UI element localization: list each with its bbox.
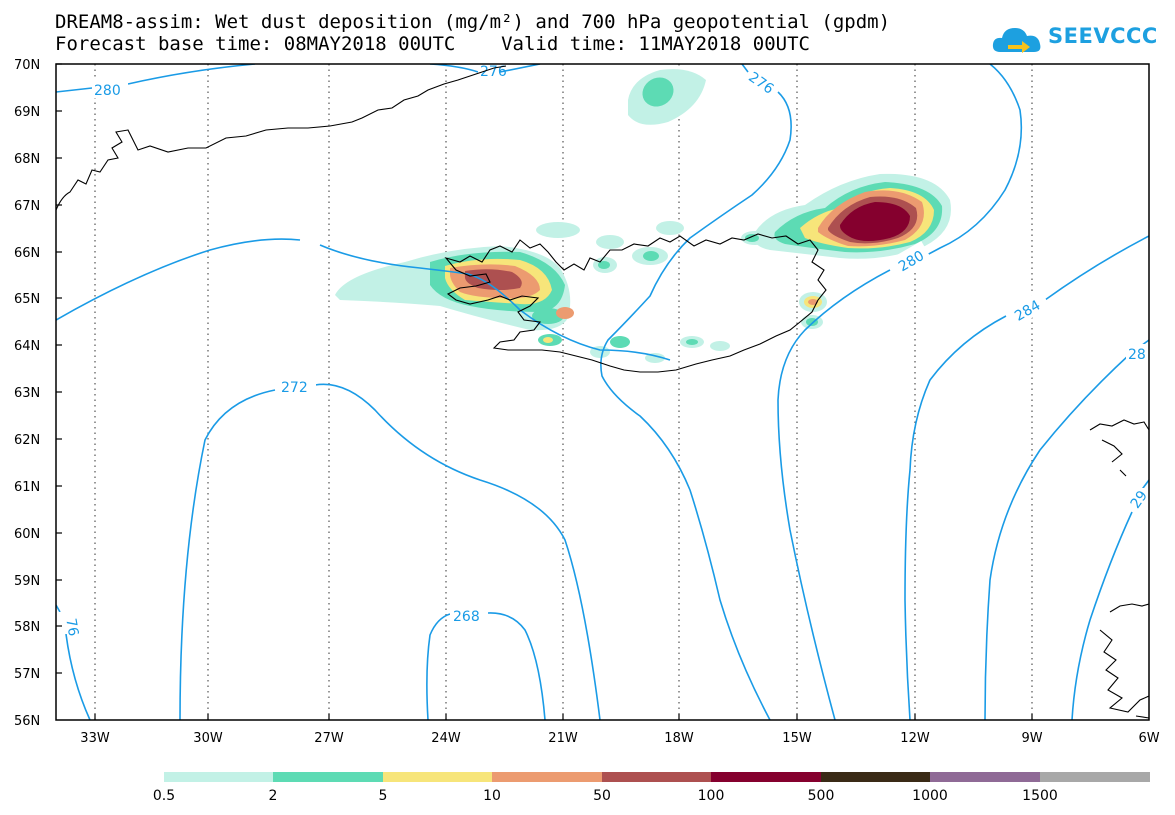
colorbar-swatch <box>273 772 383 782</box>
colorbar-swatch <box>1040 772 1150 782</box>
colorbar-label: 500 <box>808 788 835 804</box>
seevccc-logo: SEEVCCC <box>990 20 1160 60</box>
lon-label: 18W <box>664 731 694 746</box>
lat-label: 63N <box>14 386 40 401</box>
lat-label: 66N <box>14 246 40 261</box>
longitude-labels: 33W 30W 27W 24W 21W 18W 15W 12W 9W 6W <box>80 731 1159 746</box>
lat-label: 65N <box>14 292 40 307</box>
colorbar: 0.5 2 5 10 50 100 500 1000 1500 <box>153 772 1150 804</box>
map-area <box>56 64 1149 720</box>
colorbar-label: 10 <box>483 788 501 804</box>
lat-label: 62N <box>14 433 40 448</box>
lon-label: 30W <box>193 731 223 746</box>
lat-label: 61N <box>14 480 40 495</box>
colorbar-swatch <box>492 772 602 782</box>
cloud-arrow-icon <box>992 28 1041 53</box>
lat-label: 67N <box>14 199 40 214</box>
map-subtitle: Forecast base time: 08MAY2018 00UTC Vali… <box>55 33 810 55</box>
contour-labels: 280 276 276 280 284 28 29 272 268 76 <box>56 62 1151 638</box>
colorbar-label: 0.5 <box>153 788 175 804</box>
contour-label: 268 <box>453 609 480 625</box>
contour-label: 76 <box>62 617 81 637</box>
lon-label: 24W <box>431 731 461 746</box>
lat-label: 68N <box>14 152 40 167</box>
colorbar-swatch <box>930 772 1040 782</box>
colorbar-swatch <box>602 772 712 782</box>
lon-label: 9W <box>1021 731 1042 746</box>
colorbar-label: 1000 <box>912 788 948 804</box>
map-title: DREAM8-assim: Wet dust deposition (mg/m²… <box>55 11 891 33</box>
colorbar-swatch <box>711 772 821 782</box>
lon-label: 27W <box>314 731 344 746</box>
lat-label: 56N <box>14 714 40 729</box>
colorbar-swatch <box>164 772 274 782</box>
lat-label: 59N <box>14 574 40 589</box>
contour-label: 276 <box>480 64 507 80</box>
lat-label: 57N <box>14 667 40 682</box>
lon-label: 21W <box>548 731 578 746</box>
lat-label: 64N <box>14 339 40 354</box>
dust-deposition-shading <box>335 69 951 363</box>
coastlines <box>56 65 1149 719</box>
lon-label: 33W <box>80 731 110 746</box>
colorbar-label: 5 <box>379 788 388 804</box>
geopotential-contours <box>56 64 1149 720</box>
logo-text: SEEVCCC <box>1048 24 1158 48</box>
contour-label: 280 <box>94 83 121 99</box>
latitude-labels: 70N 69N 68N 67N 66N 65N 64N 63N 62N 61N … <box>14 58 40 729</box>
axis-ticks <box>56 63 1033 720</box>
lon-label: 12W <box>900 731 930 746</box>
lat-label: 70N <box>14 58 40 73</box>
lat-label: 58N <box>14 620 40 635</box>
contour-label: 272 <box>281 380 308 396</box>
lon-label: 6W <box>1138 731 1159 746</box>
contour-label: 28 <box>1128 347 1146 363</box>
colorbar-label: 1500 <box>1022 788 1058 804</box>
colorbar-label: 50 <box>593 788 611 804</box>
colorbar-label: 2 <box>269 788 278 804</box>
colorbar-label: 100 <box>698 788 725 804</box>
colorbar-swatch <box>383 772 493 782</box>
lon-label: 15W <box>782 731 812 746</box>
lat-label: 69N <box>14 105 40 120</box>
lat-label: 60N <box>14 527 40 542</box>
colorbar-swatch <box>821 772 931 782</box>
